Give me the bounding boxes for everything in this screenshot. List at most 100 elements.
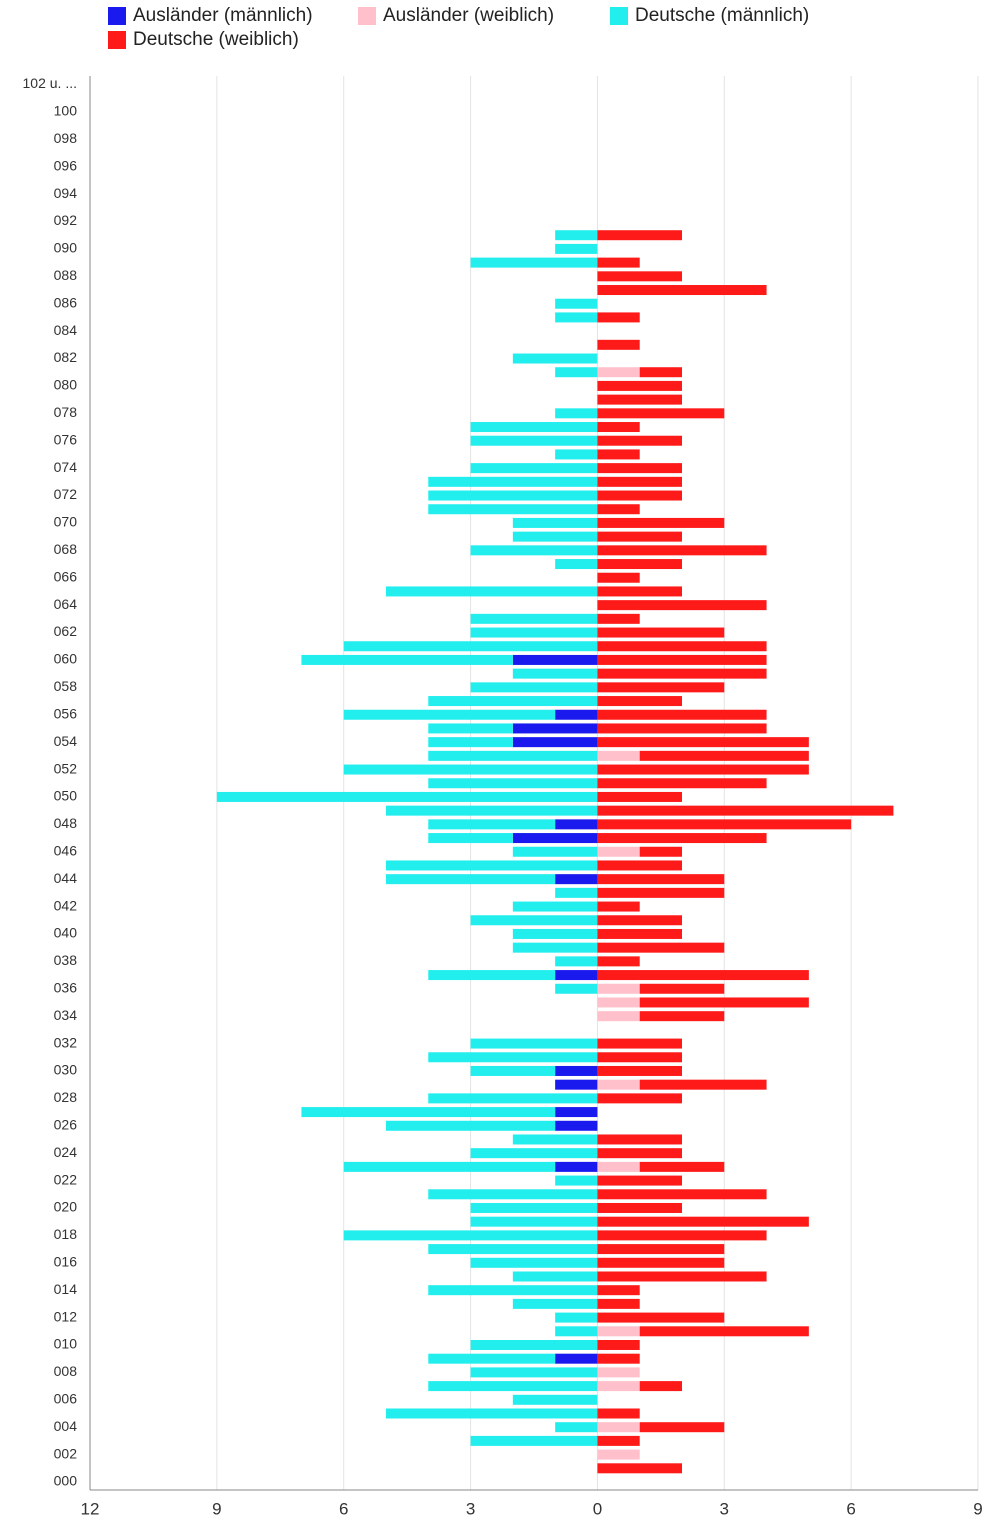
bar	[597, 942, 725, 953]
bar	[597, 408, 725, 419]
bar	[597, 613, 640, 624]
bar	[597, 572, 640, 583]
bar	[597, 654, 767, 665]
bar	[386, 860, 598, 871]
y-tick-label: 102 u. ...	[23, 75, 77, 91]
bar	[470, 422, 598, 433]
x-tick-label: 3	[466, 1499, 475, 1518]
legend-label: Deutsche (weiblich)	[133, 29, 299, 50]
bar	[555, 1422, 598, 1433]
y-tick-label: 022	[54, 1171, 78, 1187]
y-tick-label: 084	[54, 322, 78, 338]
legend-label: Deutsche (männlich)	[635, 5, 809, 26]
bar	[597, 750, 640, 761]
bar	[428, 490, 598, 501]
y-tick-label: 012	[54, 1308, 78, 1324]
bar	[597, 1463, 682, 1474]
bar	[428, 696, 598, 707]
bar	[428, 1189, 598, 1200]
bar	[597, 1353, 640, 1364]
y-tick-label: 050	[54, 788, 78, 804]
bar	[512, 1394, 598, 1405]
bar	[597, 696, 682, 707]
bar	[597, 901, 640, 912]
bar	[639, 1381, 682, 1392]
bar	[597, 1408, 640, 1419]
y-tick-label: 082	[54, 349, 78, 365]
bar	[597, 1449, 640, 1460]
bar	[597, 1230, 767, 1241]
bar	[597, 476, 682, 487]
bar	[512, 1298, 598, 1309]
bar	[597, 627, 725, 638]
bar	[597, 380, 682, 391]
bar	[597, 778, 767, 789]
y-tick-label: 026	[54, 1116, 78, 1132]
bar	[555, 983, 598, 994]
bar	[343, 709, 556, 720]
y-tick-label: 000	[54, 1473, 78, 1489]
bar	[343, 764, 598, 775]
y-tick-label: 064	[54, 596, 78, 612]
y-tick-label: 028	[54, 1089, 78, 1105]
bar	[555, 312, 598, 323]
bar	[555, 1312, 598, 1323]
bar	[470, 1339, 598, 1350]
x-tick-label: 0	[593, 1499, 602, 1518]
bar	[597, 737, 809, 748]
bar	[555, 1107, 598, 1118]
bar	[428, 476, 598, 487]
bar	[597, 1339, 640, 1350]
bar	[343, 641, 598, 652]
y-tick-label: 018	[54, 1226, 78, 1242]
y-tick-label: 056	[54, 705, 78, 721]
legend-label: Ausländer (männlich)	[133, 5, 313, 26]
bar	[512, 928, 598, 939]
bar	[597, 257, 640, 268]
bar	[470, 435, 598, 446]
bar	[597, 1202, 682, 1213]
bar	[597, 1435, 640, 1446]
y-tick-label: 086	[54, 294, 78, 310]
bar	[470, 1148, 598, 1159]
bar	[470, 1257, 598, 1268]
x-tick-label: 9	[212, 1499, 221, 1518]
bar	[597, 915, 682, 926]
bar	[512, 833, 598, 844]
y-tick-label: 038	[54, 952, 78, 968]
bar	[470, 915, 598, 926]
y-tick-label: 076	[54, 431, 78, 447]
bar	[597, 1257, 725, 1268]
bar	[386, 805, 598, 816]
y-tick-label: 052	[54, 760, 78, 776]
bar	[428, 1353, 556, 1364]
bar	[428, 1093, 598, 1104]
y-tick-label: 054	[54, 733, 78, 749]
bar	[597, 1011, 640, 1022]
y-tick-label: 044	[54, 870, 78, 886]
bar	[597, 1175, 682, 1186]
bar	[555, 887, 598, 898]
x-tick-label: 9	[973, 1499, 982, 1518]
legend-swatch	[108, 31, 126, 49]
bar	[597, 1326, 640, 1337]
bar	[555, 709, 598, 720]
bar	[597, 860, 682, 871]
bar	[597, 463, 682, 474]
bar	[597, 723, 767, 734]
y-tick-label: 046	[54, 842, 78, 858]
bar	[555, 1161, 598, 1172]
bar	[343, 1161, 556, 1172]
bar	[555, 819, 598, 830]
bar	[301, 1107, 556, 1118]
y-tick-label: 036	[54, 979, 78, 995]
bar	[470, 257, 598, 268]
y-tick-label: 042	[54, 897, 78, 913]
legend-swatch	[358, 7, 376, 25]
bar	[597, 819, 852, 830]
bar	[597, 956, 640, 967]
y-tick-label: 010	[54, 1336, 78, 1352]
bar	[470, 545, 598, 556]
bar	[597, 394, 682, 405]
bar	[597, 586, 682, 597]
